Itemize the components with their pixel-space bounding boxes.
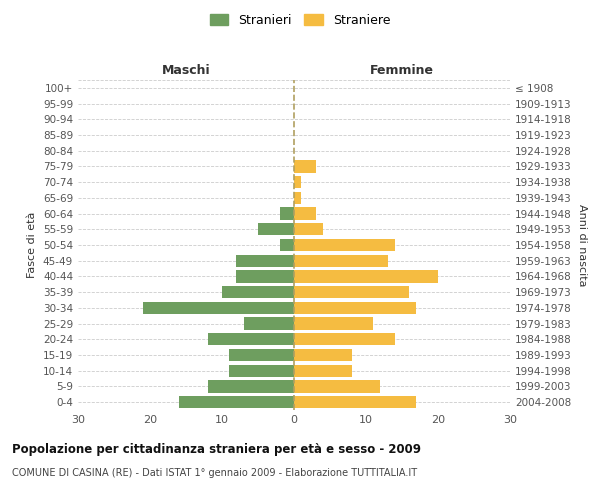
Text: Femmine: Femmine bbox=[370, 64, 434, 77]
Bar bbox=[229, 364, 294, 377]
Bar bbox=[294, 318, 373, 330]
Text: Popolazione per cittadinanza straniera per età e sesso - 2009: Popolazione per cittadinanza straniera p… bbox=[12, 442, 421, 456]
Bar bbox=[229, 349, 294, 361]
Y-axis label: Fasce di età: Fasce di età bbox=[28, 212, 37, 278]
Bar bbox=[179, 396, 294, 408]
Bar bbox=[236, 254, 294, 267]
Bar bbox=[294, 192, 301, 204]
Bar bbox=[294, 349, 352, 361]
Bar bbox=[294, 176, 301, 188]
Bar bbox=[294, 208, 316, 220]
Bar bbox=[294, 223, 323, 235]
Bar bbox=[294, 364, 352, 377]
Bar bbox=[258, 223, 294, 235]
Bar bbox=[222, 286, 294, 298]
Bar bbox=[294, 160, 316, 172]
Text: Maschi: Maschi bbox=[161, 64, 211, 77]
Bar bbox=[294, 380, 380, 392]
Bar bbox=[143, 302, 294, 314]
Bar bbox=[280, 208, 294, 220]
Bar bbox=[294, 239, 395, 251]
Y-axis label: Anni di nascita: Anni di nascita bbox=[577, 204, 587, 286]
Bar bbox=[294, 396, 416, 408]
Bar bbox=[294, 286, 409, 298]
Legend: Stranieri, Straniere: Stranieri, Straniere bbox=[205, 8, 395, 32]
Bar bbox=[294, 302, 416, 314]
Bar bbox=[280, 239, 294, 251]
Bar bbox=[236, 270, 294, 282]
Bar bbox=[208, 333, 294, 345]
Bar bbox=[294, 270, 438, 282]
Text: COMUNE DI CASINA (RE) - Dati ISTAT 1° gennaio 2009 - Elaborazione TUTTITALIA.IT: COMUNE DI CASINA (RE) - Dati ISTAT 1° ge… bbox=[12, 468, 417, 477]
Bar bbox=[244, 318, 294, 330]
Bar bbox=[208, 380, 294, 392]
Bar bbox=[294, 333, 395, 345]
Bar bbox=[294, 254, 388, 267]
